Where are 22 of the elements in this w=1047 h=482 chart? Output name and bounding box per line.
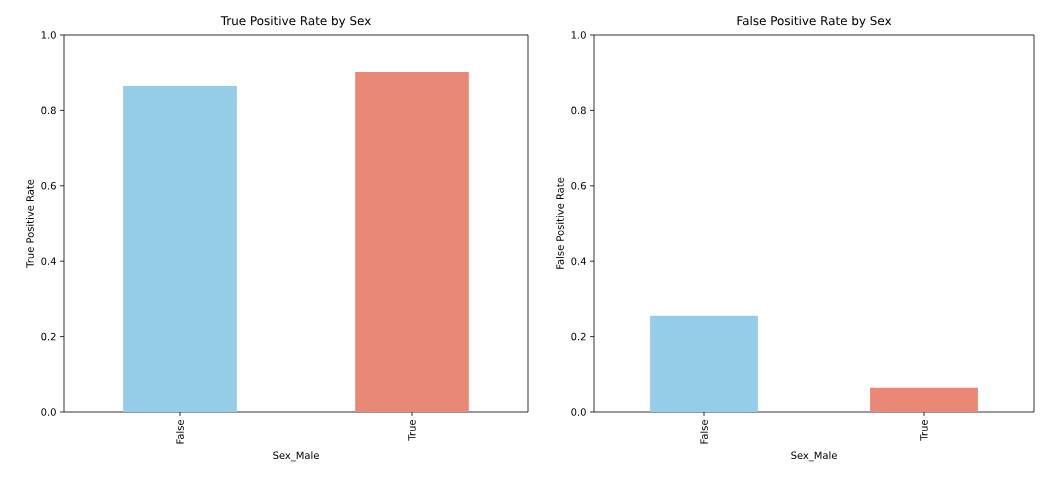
y-tick-label: 0.2 (41, 332, 56, 341)
y-tick-label: 0.4 (571, 257, 586, 265)
x-tick-label: False (176, 420, 184, 444)
x-axis-title: Sex_Male (273, 451, 319, 462)
y-axis-title: True Positive Rate (26, 179, 34, 268)
y-tick-label: 0.4 (41, 257, 56, 265)
y-tick-label: 0.0 (41, 408, 56, 416)
x-axis-title: Sex_Male (791, 451, 837, 462)
x-tick-label: True (408, 420, 416, 441)
y-tick-label: 0.2 (571, 332, 586, 341)
y-tick-label: 0.8 (41, 106, 56, 115)
x-tick-label: False (700, 420, 708, 444)
y-tick-label: 1.0 (571, 31, 586, 39)
y-tick-label: 0.8 (571, 106, 586, 115)
y-axis-title: False Positive Rate (556, 177, 564, 269)
y-tick-label: 0.6 (571, 182, 586, 190)
x-tick-label: True (920, 420, 928, 441)
y-tick-label: 1.0 (41, 31, 56, 39)
y-tick-label: 0.0 (571, 408, 586, 416)
chart-title: False Positive Rate by Sex (737, 15, 892, 28)
y-tick-label: 0.6 (41, 182, 56, 190)
chart-title: True Positive Rate by Sex (220, 15, 371, 28)
